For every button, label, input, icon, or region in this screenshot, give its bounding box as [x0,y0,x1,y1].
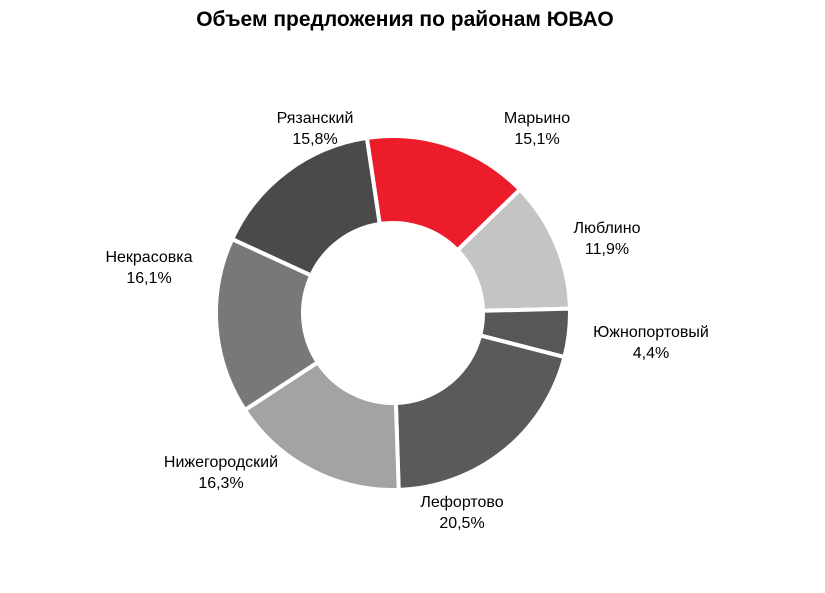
slice-label: Марьино [504,110,570,127]
slice-value-label: 15,8% [292,131,337,148]
slice-label: Люблино [574,220,641,237]
chart-title: Объем предложения по районам ЮВАО [196,8,614,31]
slice-value-label: 20,5% [439,515,484,532]
slice-label: Нижегородский [164,454,278,471]
slice-5 [242,359,401,492]
slice-value-label: 11,9% [585,241,629,258]
slice-value-label: 16,3% [198,475,243,492]
slice-label: Рязанский [277,110,354,127]
slice-label: Лефортово [420,494,503,511]
slice-label: Некрасовка [105,249,192,266]
slice-label: Южнопортовый [593,324,709,341]
slice-6 [214,236,321,413]
slice-value-label: 15,1% [514,131,559,148]
slice-4 [393,332,567,492]
slice-7 [229,135,382,279]
slice-1 [364,134,523,254]
slice-value-label: 4,4% [633,345,669,362]
slice-value-label: 16,1% [126,270,171,287]
